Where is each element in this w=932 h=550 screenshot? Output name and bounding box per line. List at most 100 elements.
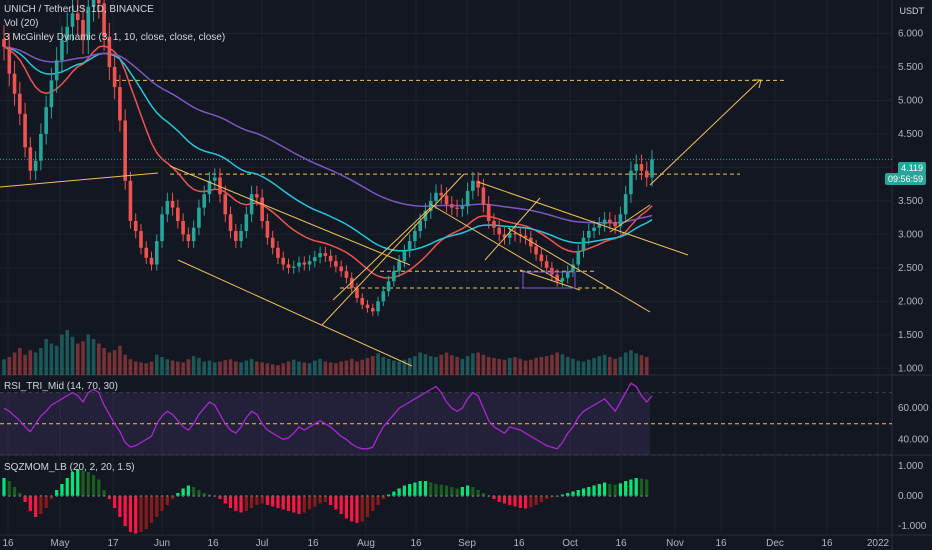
candle-body[interactable] bbox=[112, 66, 117, 88]
candle-body[interactable] bbox=[260, 197, 264, 221]
candle-body[interactable] bbox=[54, 60, 59, 81]
candle-body[interactable] bbox=[650, 159, 654, 178]
trend-line[interactable] bbox=[177, 259, 413, 367]
candle-body[interactable] bbox=[471, 180, 475, 191]
candle-body[interactable] bbox=[212, 177, 217, 181]
candle-body[interactable] bbox=[313, 257, 317, 262]
candle-body[interactable] bbox=[539, 254, 544, 262]
candle-body[interactable] bbox=[302, 262, 307, 265]
candle-body[interactable] bbox=[91, 0, 96, 7]
candle-body[interactable] bbox=[550, 267, 554, 275]
candle-body[interactable] bbox=[439, 192, 444, 196]
candle-body[interactable] bbox=[291, 266, 296, 268]
squeeze-panel[interactable] bbox=[2, 469, 649, 534]
price-panel[interactable] bbox=[0, 0, 892, 375]
candle-body[interactable] bbox=[413, 231, 417, 242]
candle-body[interactable] bbox=[154, 241, 159, 265]
candle-body[interactable] bbox=[534, 246, 538, 255]
candle-body[interactable] bbox=[7, 46, 12, 74]
sqz-legend[interactable]: SQZMOM_LB (20, 2, 20, 1.5) bbox=[4, 462, 135, 473]
candle-body[interactable] bbox=[144, 247, 149, 258]
candle-body[interactable] bbox=[334, 261, 338, 267]
trend-line[interactable] bbox=[477, 181, 689, 256]
candle-body[interactable] bbox=[23, 113, 27, 148]
candle-body[interactable] bbox=[75, 13, 80, 21]
mcginley-legend[interactable]: 3 McGinley Dynamic (3, 1, 10, close, clo… bbox=[4, 32, 226, 43]
candle-body[interactable] bbox=[634, 164, 638, 171]
trend-line[interactable] bbox=[0, 172, 159, 188]
candle-body[interactable] bbox=[181, 220, 185, 235]
candle-body[interactable] bbox=[455, 207, 459, 209]
candle-body[interactable] bbox=[365, 304, 370, 309]
candle-body[interactable] bbox=[33, 160, 38, 171]
candle-body[interactable] bbox=[176, 207, 180, 221]
candle-body[interactable] bbox=[328, 255, 333, 262]
candle-body[interactable] bbox=[186, 234, 191, 242]
candle-body[interactable] bbox=[139, 231, 143, 248]
candle-body[interactable] bbox=[576, 251, 581, 265]
candle-body[interactable] bbox=[123, 120, 127, 181]
candle-body[interactable] bbox=[265, 220, 270, 238]
candle-body[interactable] bbox=[381, 291, 386, 302]
rsi-panel[interactable] bbox=[0, 382, 892, 456]
candle-body[interactable] bbox=[81, 20, 85, 41]
candle-body[interactable] bbox=[60, 40, 64, 61]
candle-body[interactable] bbox=[602, 219, 607, 225]
trend-line[interactable] bbox=[429, 203, 563, 283]
candle-body[interactable] bbox=[128, 180, 133, 221]
trend-line[interactable] bbox=[332, 207, 431, 301]
trend-line[interactable] bbox=[507, 227, 651, 313]
candle-body[interactable] bbox=[39, 133, 43, 161]
trend-line[interactable] bbox=[649, 79, 761, 186]
candle-body[interactable] bbox=[450, 204, 454, 208]
candle-body[interactable] bbox=[170, 200, 175, 208]
candle-body[interactable] bbox=[586, 231, 591, 238]
candle-body[interactable] bbox=[270, 237, 275, 248]
candle-body[interactable] bbox=[234, 231, 238, 242]
range-box[interactable] bbox=[522, 271, 576, 289]
candle-body[interactable] bbox=[597, 224, 602, 228]
volume-legend[interactable]: Vol (20) bbox=[4, 18, 39, 29]
candle-body[interactable] bbox=[486, 204, 491, 221]
candle-body[interactable] bbox=[513, 233, 517, 235]
candle-body[interactable] bbox=[297, 262, 301, 267]
candle-body[interactable] bbox=[460, 206, 465, 209]
candle-body[interactable] bbox=[623, 194, 628, 215]
candle-body[interactable] bbox=[444, 195, 449, 205]
candle-body[interactable] bbox=[523, 235, 528, 238]
candle-body[interactable] bbox=[281, 257, 286, 265]
candle-body[interactable] bbox=[276, 247, 280, 258]
candle-body[interactable] bbox=[255, 194, 259, 198]
candle-body[interactable] bbox=[644, 170, 649, 178]
candle-body[interactable] bbox=[392, 271, 396, 282]
candle-body[interactable] bbox=[197, 207, 201, 228]
candle-body[interactable] bbox=[118, 87, 122, 121]
candle-body[interactable] bbox=[423, 210, 428, 221]
candle-body[interactable] bbox=[228, 214, 233, 232]
candle-body[interactable] bbox=[65, 26, 70, 41]
candle-body[interactable] bbox=[481, 187, 486, 205]
candle-body[interactable] bbox=[107, 36, 112, 67]
candle-body[interactable] bbox=[360, 297, 365, 305]
candle-body[interactable] bbox=[2, 39, 6, 47]
candle-body[interactable] bbox=[70, 13, 75, 27]
candle-body[interactable] bbox=[618, 214, 623, 227]
candle-body[interactable] bbox=[191, 227, 196, 242]
candle-body[interactable] bbox=[44, 107, 48, 134]
candle-body[interactable] bbox=[202, 194, 206, 208]
candle-body[interactable] bbox=[318, 253, 322, 258]
candle-body[interactable] bbox=[370, 308, 375, 312]
candle-body[interactable] bbox=[102, 3, 106, 37]
candle-body[interactable] bbox=[223, 194, 228, 215]
candle-body[interactable] bbox=[565, 271, 570, 278]
candle-body[interactable] bbox=[376, 301, 380, 312]
rsi-legend[interactable]: RSI_TRI_Mid (14, 70, 30) bbox=[4, 381, 118, 392]
candle-body[interactable] bbox=[249, 194, 254, 215]
candle-body[interactable] bbox=[555, 274, 559, 282]
candle-body[interactable] bbox=[629, 170, 633, 195]
candle-body[interactable] bbox=[49, 80, 54, 108]
candle-body[interactable] bbox=[492, 220, 496, 228]
candle-body[interactable] bbox=[286, 264, 291, 268]
candle-body[interactable] bbox=[355, 287, 359, 298]
